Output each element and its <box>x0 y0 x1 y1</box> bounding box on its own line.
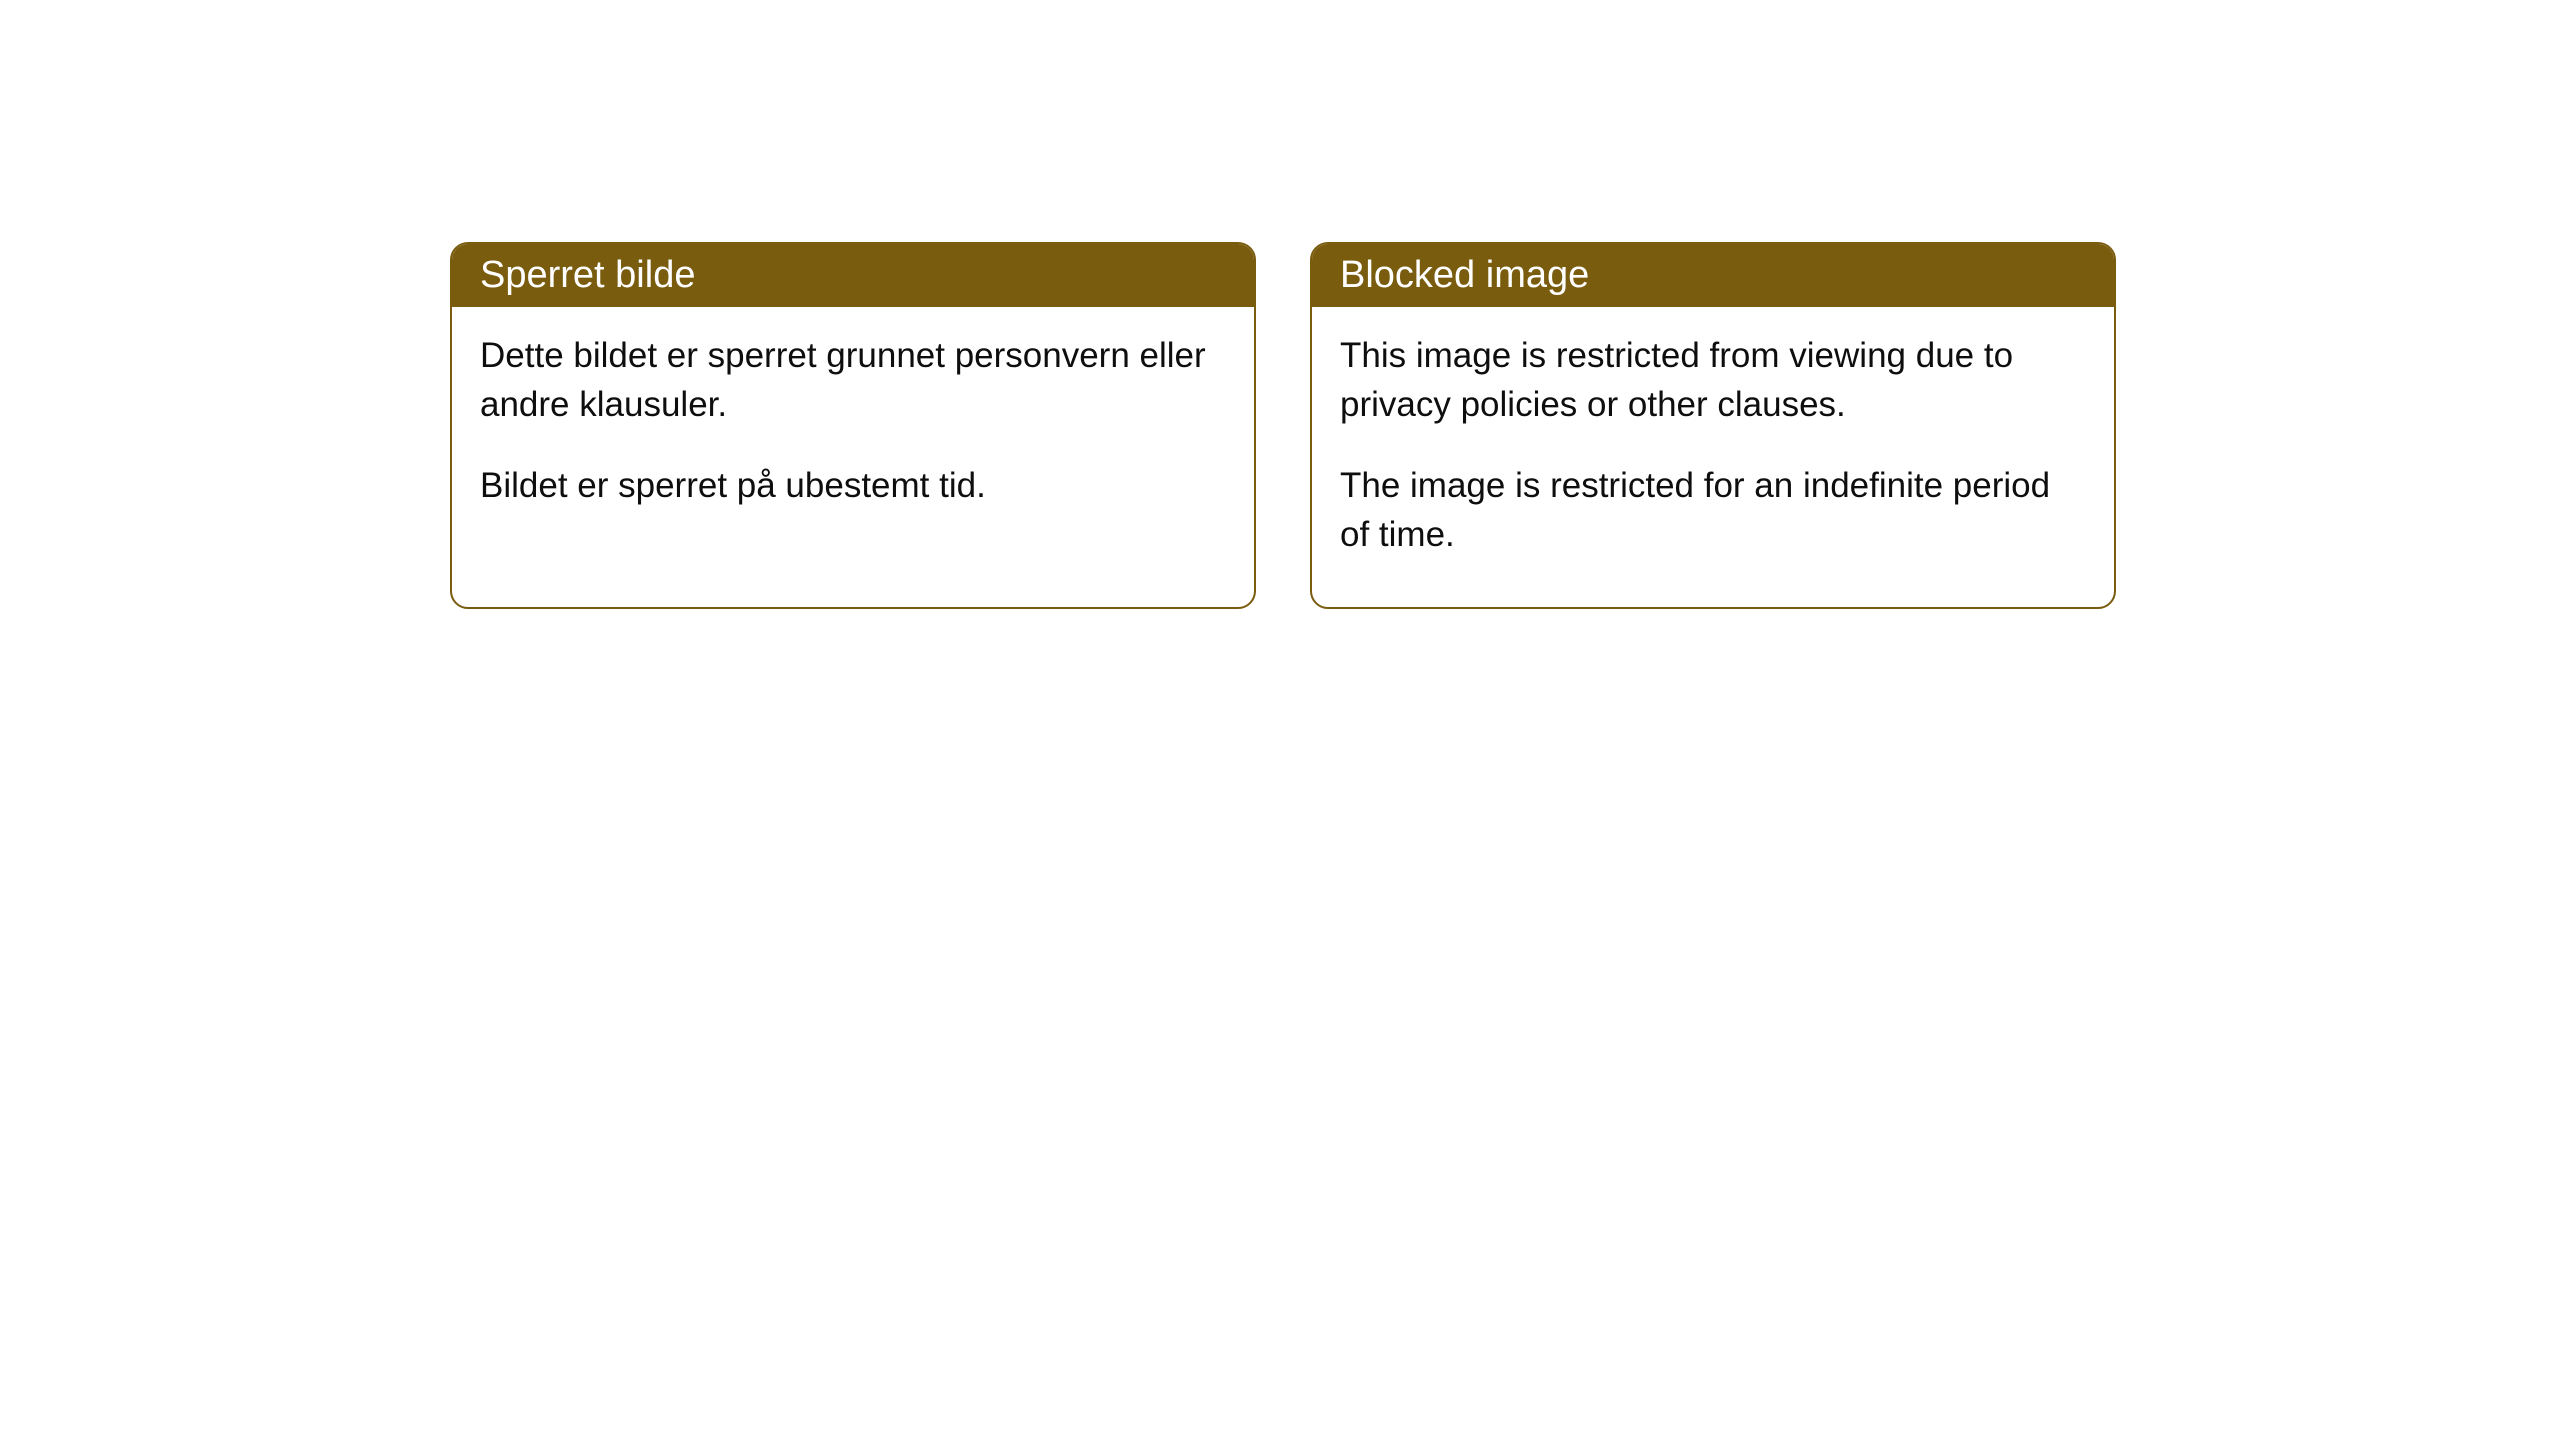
notice-header-english: Blocked image <box>1312 244 2114 307</box>
notice-paragraph: Bildet er sperret på ubestemt tid. <box>480 461 1226 510</box>
notice-body-english: This image is restricted from viewing du… <box>1312 307 2114 607</box>
notice-container: Sperret bilde Dette bildet er sperret gr… <box>450 242 2116 609</box>
notice-box-english: Blocked image This image is restricted f… <box>1310 242 2116 609</box>
notice-box-norwegian: Sperret bilde Dette bildet er sperret gr… <box>450 242 1256 609</box>
notice-header-norwegian: Sperret bilde <box>452 244 1254 307</box>
notice-paragraph: This image is restricted from viewing du… <box>1340 331 2086 429</box>
notice-paragraph: The image is restricted for an indefinit… <box>1340 461 2086 559</box>
notice-body-norwegian: Dette bildet er sperret grunnet personve… <box>452 307 1254 558</box>
notice-paragraph: Dette bildet er sperret grunnet personve… <box>480 331 1226 429</box>
